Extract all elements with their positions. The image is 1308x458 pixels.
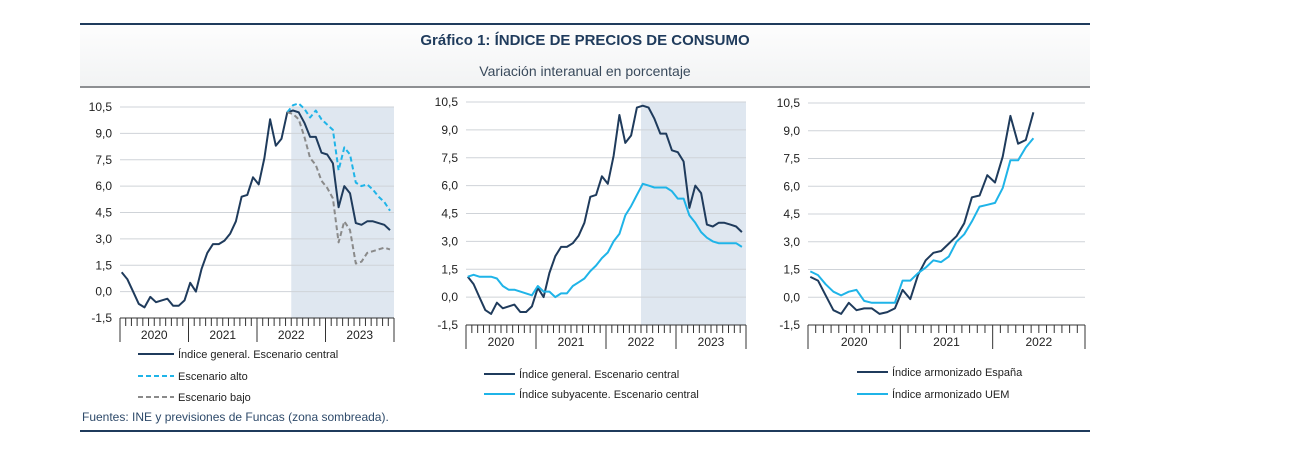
y-tick-label: -1,5: [91, 311, 112, 325]
y-tick-label: 3,0: [783, 235, 800, 249]
legend-label: Índice general. Escenario central: [178, 348, 338, 361]
y-tick-label: 9,0: [441, 123, 458, 137]
y-tick-label: 7,5: [441, 151, 458, 165]
y-tick-label: 10,5: [435, 95, 459, 109]
legend-label: Índice subyacente. Escenario central: [519, 388, 699, 401]
figure-title: Gráfico 1: ÍNDICE DE PRECIOS DE CONSUMO: [420, 32, 750, 49]
x-year-label: 2023: [698, 335, 725, 349]
chart-1: 10,5 9,0 7,5 6,0 4,5 3,0 1,5 0,0 -1,5 2020 2021 202…: [89, 100, 395, 404]
series-line-2: [809, 137, 1035, 304]
y-tick-label: 1,5: [95, 258, 112, 272]
y-tick-label: 1,5: [783, 263, 800, 277]
chart-2: 10,5 9,0 7,5 6,0 4,5 3,0 1,5 0,0 -1,5 2020 2021 202…: [435, 95, 747, 401]
y-tick-label: 4,5: [783, 207, 800, 221]
bottom-rule: [80, 430, 1090, 432]
series-line-1: [809, 112, 1035, 315]
series-line-2: [467, 182, 743, 299]
figure-subtitle: Variación interanual en porcentaje: [479, 63, 691, 79]
y-tick-label: 10,5: [89, 100, 113, 114]
y-tick-label: -1,5: [779, 318, 800, 332]
series-line-3: [287, 111, 391, 265]
x-year-label: 2021: [933, 335, 960, 349]
source-note: Fuentes: INE y previsiones de Funcas (zo…: [82, 410, 389, 424]
y-tick-label: 0,0: [95, 285, 112, 299]
x-year-label: 2022: [1025, 335, 1052, 349]
y-tick-label: 1,5: [441, 262, 458, 276]
x-year-label: 2020: [488, 335, 515, 349]
legend-label: Escenario bajo: [178, 392, 251, 404]
x-year-label: 2023: [346, 328, 373, 342]
x-year-label: 2022: [628, 335, 655, 349]
legend-label: Índice armonizado UEM: [892, 388, 1009, 401]
y-tick-label: 10,5: [777, 96, 801, 110]
x-year-label: 2020: [841, 335, 868, 349]
x-year-label: 2021: [558, 335, 585, 349]
top-rule: [80, 23, 1090, 25]
y-tick-label: 6,0: [95, 179, 112, 193]
y-tick-label: 7,5: [95, 153, 112, 167]
legend-label: Escenario alto: [178, 371, 248, 383]
header-rule: [80, 86, 1090, 88]
x-year-label: 2021: [209, 328, 236, 342]
y-tick-label: 4,5: [441, 207, 458, 221]
header-band: [80, 25, 1090, 86]
x-year-label: 2020: [141, 328, 168, 342]
y-tick-label: 0,0: [441, 290, 458, 304]
y-tick-label: 6,0: [441, 179, 458, 193]
y-tick-label: 7,5: [783, 152, 800, 166]
y-tick-label: 4,5: [95, 206, 112, 220]
series-line-1: [120, 109, 391, 309]
legend-label: Índice general. Escenario central: [519, 368, 679, 381]
y-tick-label: 6,0: [783, 179, 800, 193]
y-tick-label: 9,0: [783, 124, 800, 138]
chart-3: 10,5 9,0 7,5 6,0 4,5 3,0 1,5 0,0 -1,5 2020 2021 202…: [777, 96, 1086, 401]
legend-label: Índice armonizado España: [892, 366, 1023, 379]
y-tick-label: 9,0: [95, 126, 112, 140]
y-tick-label: 3,0: [441, 234, 458, 248]
y-tick-label: 0,0: [783, 290, 800, 304]
y-tick-label: -1,5: [437, 318, 458, 332]
y-tick-label: 3,0: [95, 232, 112, 246]
x-year-label: 2022: [278, 328, 305, 342]
series-line-1: [467, 104, 743, 315]
